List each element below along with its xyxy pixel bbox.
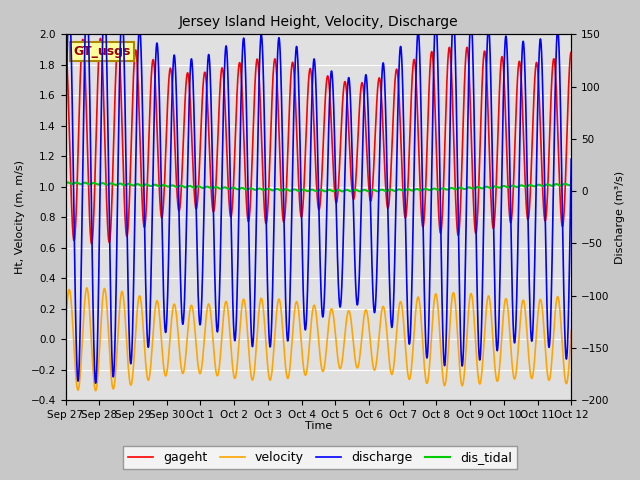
discharge <box>92 380 99 386</box>
Y-axis label: Ht, Velocity (m, m/s): Ht, Velocity (m, m/s) <box>15 160 25 274</box>
gageht <box>301 160 309 166</box>
velocity <box>445 327 453 333</box>
discharge <box>431 19 439 25</box>
velocity <box>61 324 69 329</box>
gageht <box>234 81 241 87</box>
discharge <box>540 141 548 147</box>
velocity <box>546 374 554 380</box>
Title: Jersey Island Height, Velocity, Discharge: Jersey Island Height, Velocity, Discharg… <box>179 15 458 29</box>
velocity <box>431 291 439 297</box>
velocity <box>234 359 241 365</box>
dis_tidal <box>234 186 241 192</box>
velocity <box>301 372 309 378</box>
dis_tidal <box>568 181 575 187</box>
velocity <box>568 327 575 333</box>
gageht <box>546 120 554 126</box>
X-axis label: Time: Time <box>305 421 332 432</box>
dis_tidal <box>445 186 453 192</box>
velocity <box>92 388 99 394</box>
Line: discharge: discharge <box>65 0 572 383</box>
dis_tidal <box>540 183 548 189</box>
gageht <box>540 209 548 215</box>
discharge <box>61 142 69 147</box>
dis_tidal <box>301 187 308 193</box>
gageht <box>88 241 95 247</box>
dis_tidal <box>348 189 355 194</box>
Line: velocity: velocity <box>65 288 572 391</box>
Line: dis_tidal: dis_tidal <box>65 182 572 192</box>
discharge <box>234 276 241 281</box>
gageht <box>61 42 69 48</box>
velocity <box>83 285 91 291</box>
Y-axis label: Discharge (m³/s): Discharge (m³/s) <box>615 171 625 264</box>
dis_tidal <box>546 182 554 188</box>
Legend: gageht, velocity, discharge, dis_tidal: gageht, velocity, discharge, dis_tidal <box>123 446 517 469</box>
dis_tidal <box>431 186 439 192</box>
discharge <box>546 333 554 339</box>
discharge <box>83 0 91 2</box>
gageht <box>568 49 575 55</box>
Text: GT_usgs: GT_usgs <box>73 45 131 58</box>
discharge <box>568 156 575 162</box>
gageht <box>97 36 104 41</box>
discharge <box>301 326 309 332</box>
gageht <box>445 45 453 50</box>
Line: gageht: gageht <box>65 38 572 244</box>
dis_tidal <box>64 180 72 185</box>
dis_tidal <box>61 180 69 186</box>
gageht <box>431 112 439 118</box>
velocity <box>540 324 548 330</box>
discharge <box>445 153 453 158</box>
